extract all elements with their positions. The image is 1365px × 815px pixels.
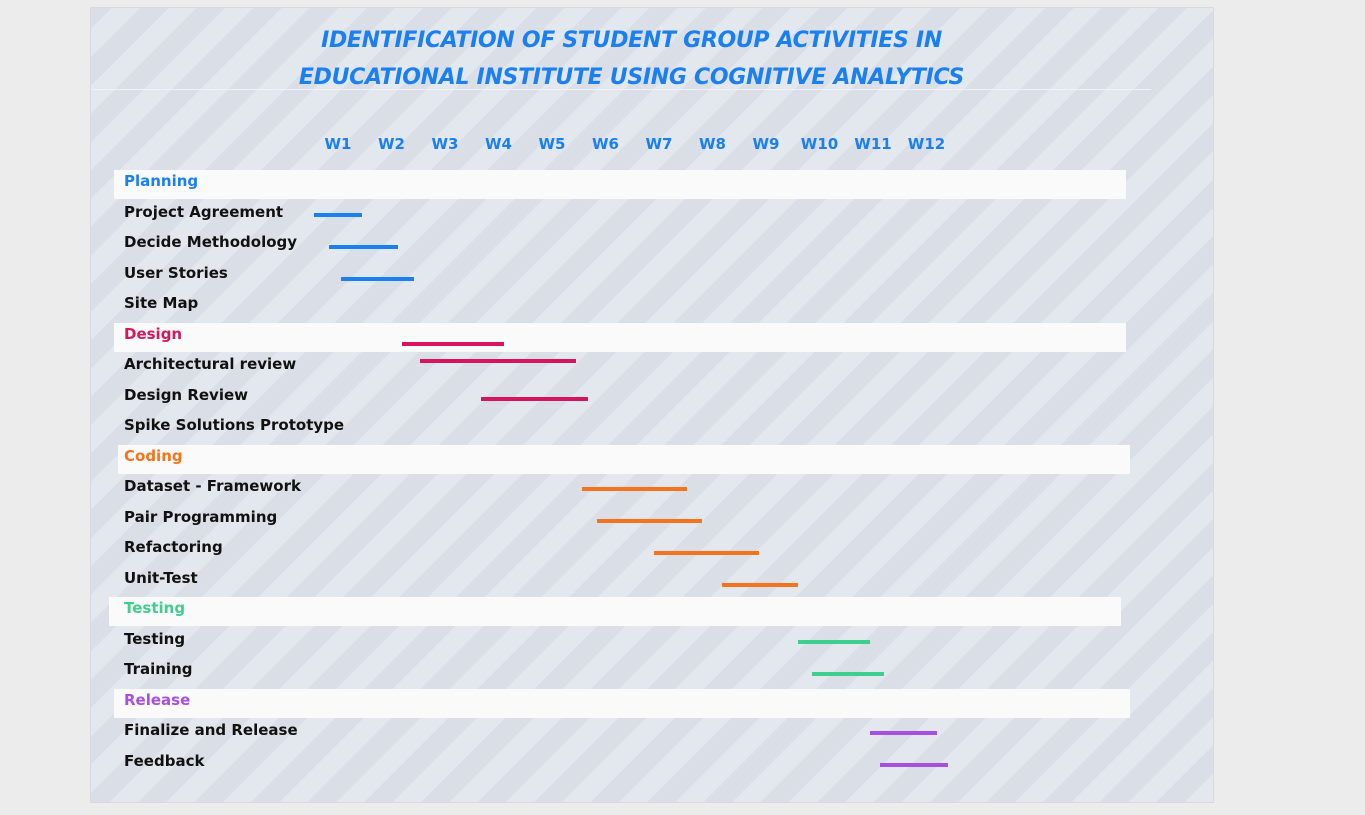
task-label: Feedback [124, 751, 205, 770]
phase-band-testing [109, 597, 1121, 626]
task-bar [722, 583, 799, 587]
task-bar [341, 276, 415, 281]
task-label: Pair Programming [124, 507, 278, 526]
week-tick-2: W2 [378, 135, 405, 153]
task-label: Site Map [124, 294, 199, 312]
task-bar [313, 212, 363, 217]
task-bar [798, 639, 870, 644]
task-bar [420, 359, 577, 363]
week-tick-6: W6 [592, 135, 619, 153]
phase-label-release: Release [124, 690, 191, 709]
phase-band-planning [114, 170, 1126, 199]
task-label: Dataset - Framework [124, 477, 301, 495]
task-bar [596, 519, 702, 523]
phase-band-release [114, 688, 1130, 718]
phase-label-planning: Planning [124, 172, 199, 190]
task-label: Testing [124, 629, 186, 648]
task-label: Finalize and Release [124, 721, 298, 739]
chart-title-line-1: IDENTIFICATION OF STUDENT GROUP ACTIVITI… [321, 28, 942, 53]
task-label: Project Agreement [124, 202, 284, 221]
week-tick-7: W7 [645, 135, 673, 153]
task-label: User Stories [124, 263, 228, 282]
task-bar [328, 244, 399, 249]
week-tick-10: W10 [800, 135, 839, 153]
week-tick-11: W11 [854, 135, 892, 153]
title-divider [91, 89, 1151, 90]
task-label: Refactoring [124, 538, 223, 556]
task-bar [869, 731, 938, 735]
task-label: Unit-Test [124, 568, 198, 587]
chart-title: IDENTIFICATION OF STUDENT GROUP ACTIVITI… [90, 22, 1173, 96]
task-label: Decide Methodology [124, 233, 298, 251]
phase-label-coding: Coding [124, 446, 183, 465]
phase-band-coding [118, 444, 1130, 474]
task-label: Spike Solutions Prototype [124, 416, 345, 434]
task-bar [812, 671, 884, 676]
week-tick-9: W9 [752, 135, 780, 153]
week-tick-5: W5 [538, 135, 566, 153]
task-bar [653, 551, 759, 555]
phase-label-design: Design [124, 324, 183, 343]
chart-card [90, 7, 1214, 803]
task-label: Architectural review [124, 355, 297, 373]
task-bar [880, 763, 948, 767]
week-tick-12: W12 [907, 135, 946, 153]
task-bar [480, 397, 588, 401]
phase-label-testing: Testing [124, 599, 186, 617]
task-bar [581, 487, 687, 491]
task-bar [402, 342, 504, 346]
week-tick-3: W3 [431, 135, 459, 153]
week-tick-4: W4 [485, 135, 512, 153]
chart-title-line-2: EDUCATIONAL INSTITUTE USING COGNITIVE AN… [298, 65, 965, 90]
task-label: Training [124, 660, 193, 678]
task-label: Design Review [124, 385, 249, 404]
week-tick-1: W1 [324, 135, 352, 153]
week-tick-8: W8 [699, 135, 726, 153]
phase-band-design [114, 322, 1126, 352]
